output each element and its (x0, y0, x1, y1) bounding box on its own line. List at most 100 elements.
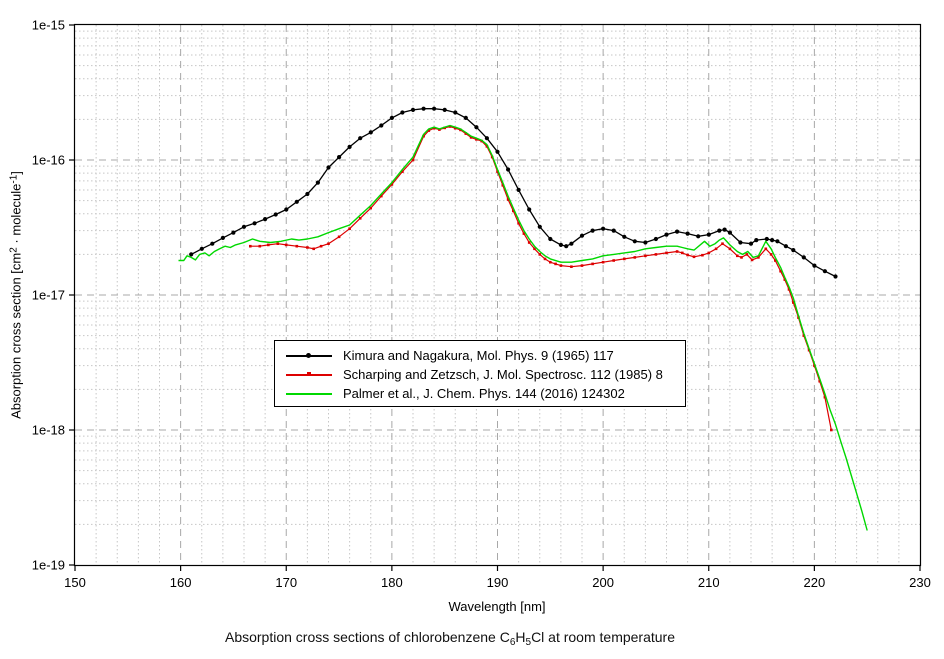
series-kimura-marker (685, 231, 690, 236)
series-kimura-marker (358, 136, 363, 141)
legend-kimura-marker (306, 352, 311, 358)
x-tick-label: 220 (804, 575, 826, 590)
x-tick-label: 150 (64, 575, 86, 590)
series-scharping-marker (728, 247, 732, 251)
series-scharping-marker (554, 262, 557, 266)
series-scharping-marker (448, 125, 452, 128)
series-kimura-marker (400, 110, 405, 115)
series-scharping-marker (411, 158, 415, 162)
series-kimura-marker (675, 229, 680, 234)
series-kimura-marker (643, 240, 648, 245)
series-kimura-marker (822, 269, 828, 274)
series-scharping-marker (267, 243, 270, 247)
series-scharping-marker (485, 145, 489, 148)
chart-caption: Absorption cross sections of chlorobenze… (224, 629, 676, 648)
legend-scharping-marker (307, 372, 311, 376)
series-scharping-marker (369, 206, 372, 210)
series-scharping-marker (601, 260, 605, 264)
x-tick-label: 170 (275, 575, 297, 590)
x-tick-label: 210 (698, 575, 720, 590)
series-scharping-marker (517, 222, 520, 225)
series-scharping-marker (464, 132, 468, 135)
series-scharping-marker (623, 257, 626, 261)
series-kimura-marker (337, 155, 342, 160)
y-tick-label: 1e-16 (32, 153, 65, 168)
series-scharping-marker (792, 301, 795, 304)
series-palmer (178, 124, 868, 531)
series-scharping-marker (783, 278, 787, 281)
series-kimura-marker (484, 136, 489, 141)
series-scharping-marker (779, 269, 782, 273)
series-kimura-marker (453, 110, 458, 115)
series-kimura-marker (252, 221, 257, 226)
series-scharping-marker (319, 244, 323, 248)
series-kimura-marker (241, 224, 247, 229)
series-scharping-marker (580, 264, 584, 267)
series-kimura-marker (783, 244, 789, 249)
series-kimura-marker (611, 228, 616, 233)
series-scharping-marker (306, 246, 309, 249)
series-scharping-marker (543, 257, 547, 261)
series-scharping-marker (427, 129, 431, 132)
series-scharping-marker (823, 395, 827, 399)
legend-label: Kimura and Nagakura, Mol. Phys. 9 (1965)… (343, 348, 614, 363)
series-kimura-marker (622, 234, 627, 239)
series-kimura-marker (527, 207, 532, 212)
series-kimura-marker (537, 224, 542, 229)
series-kimura-marker (754, 238, 759, 243)
series-kimura-marker (210, 241, 215, 246)
x-tick-label: 200 (592, 575, 614, 590)
y-tick-label: 1e-18 (32, 423, 65, 438)
series-scharping-marker (295, 244, 299, 248)
y-tick-label: 1e-19 (32, 558, 65, 573)
series-kimura-marker (442, 107, 447, 112)
series-scharping-marker (686, 253, 689, 257)
series-kimura-marker (263, 217, 268, 222)
series-kimura-marker (579, 233, 585, 238)
series-scharping-marker (533, 247, 536, 251)
series-kimura-marker (812, 263, 817, 268)
series-scharping (249, 125, 833, 432)
series-kimura-marker (722, 227, 727, 232)
series-scharping-marker (681, 251, 684, 255)
series-scharping-marker (512, 209, 515, 213)
series-kimura-marker (664, 232, 669, 237)
series-kimura-line (190, 108, 836, 278)
series-scharping-marker (401, 170, 404, 173)
x-tick-label: 230 (909, 575, 931, 590)
x-tick-label: 180 (381, 575, 403, 590)
series-scharping-marker (570, 265, 573, 268)
series-kimura-marker (569, 241, 574, 246)
series-kimura-marker (770, 238, 775, 243)
series-scharping-marker (675, 250, 679, 253)
series-scharping-marker (549, 260, 552, 264)
series-scharping-marker (390, 183, 394, 186)
series-scharping-marker (527, 241, 531, 244)
legend-item: Kimura and Nagakura, Mol. Phys. 9 (1965)… (286, 346, 685, 365)
legend-scharping-line-sample (286, 370, 332, 380)
series-kimura-marker (632, 239, 637, 244)
grid-major (75, 25, 920, 565)
series-kimura-marker (347, 144, 352, 149)
x-tick-label: 190 (487, 575, 509, 590)
series-kimura-marker (389, 115, 394, 120)
series-kimura-marker (696, 234, 701, 239)
series-scharping-marker (787, 288, 791, 291)
series-kimura-marker (463, 115, 468, 120)
series-kimura-marker (410, 107, 416, 112)
legend-item: Palmer et al., J. Chem. Phys. 144 (2016)… (286, 384, 685, 403)
axis-ticks (69, 24, 921, 571)
series-scharping-marker (501, 184, 505, 187)
series-scharping-marker (745, 253, 749, 256)
series-scharping-marker (757, 256, 760, 259)
series-scharping-marker (769, 253, 773, 256)
series-scharping-marker (612, 259, 615, 262)
series-scharping-marker (830, 428, 833, 432)
series-kimura-marker (273, 212, 278, 217)
series-scharping-marker (432, 126, 436, 130)
series-kimura-marker (717, 228, 722, 233)
grid-minor (75, 25, 920, 565)
series-scharping-marker (422, 134, 425, 138)
y-tick-label: 1e-17 (32, 288, 65, 303)
